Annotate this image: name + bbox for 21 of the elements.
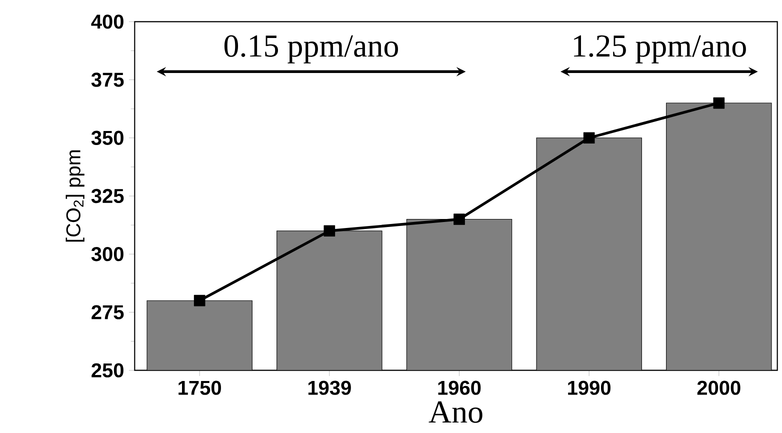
x-tick-label: 1750 [178, 380, 221, 395]
y-axis-title: [CO$_{2}$] ppm [66, 150, 84, 242]
point [194, 294, 206, 306]
x-tick-label: 1990 [568, 380, 610, 395]
y-tick-label: 325 [91, 188, 124, 204]
y-tick-label: 300 [91, 247, 124, 262]
point [454, 214, 465, 225]
x-tick-label: 1939 [308, 380, 351, 395]
x-axis-title: Ano [428, 401, 482, 423]
x-tick-label: 1960 [438, 380, 481, 395]
annotation: 1.25 ppm/ano [574, 35, 746, 64]
y-tick-label: 250 [92, 363, 124, 378]
point [583, 132, 595, 144]
y-tick-label: 275 [92, 305, 124, 320]
point [713, 97, 725, 109]
point [324, 225, 336, 237]
y-tick-label: 375 [91, 72, 124, 87]
y-tick-label: 400 [91, 14, 124, 29]
y-tick-label: 350 [91, 130, 124, 145]
annotation: 0.15 ppm/ano [224, 35, 398, 64]
x-tick-label: 2000 [697, 380, 740, 395]
